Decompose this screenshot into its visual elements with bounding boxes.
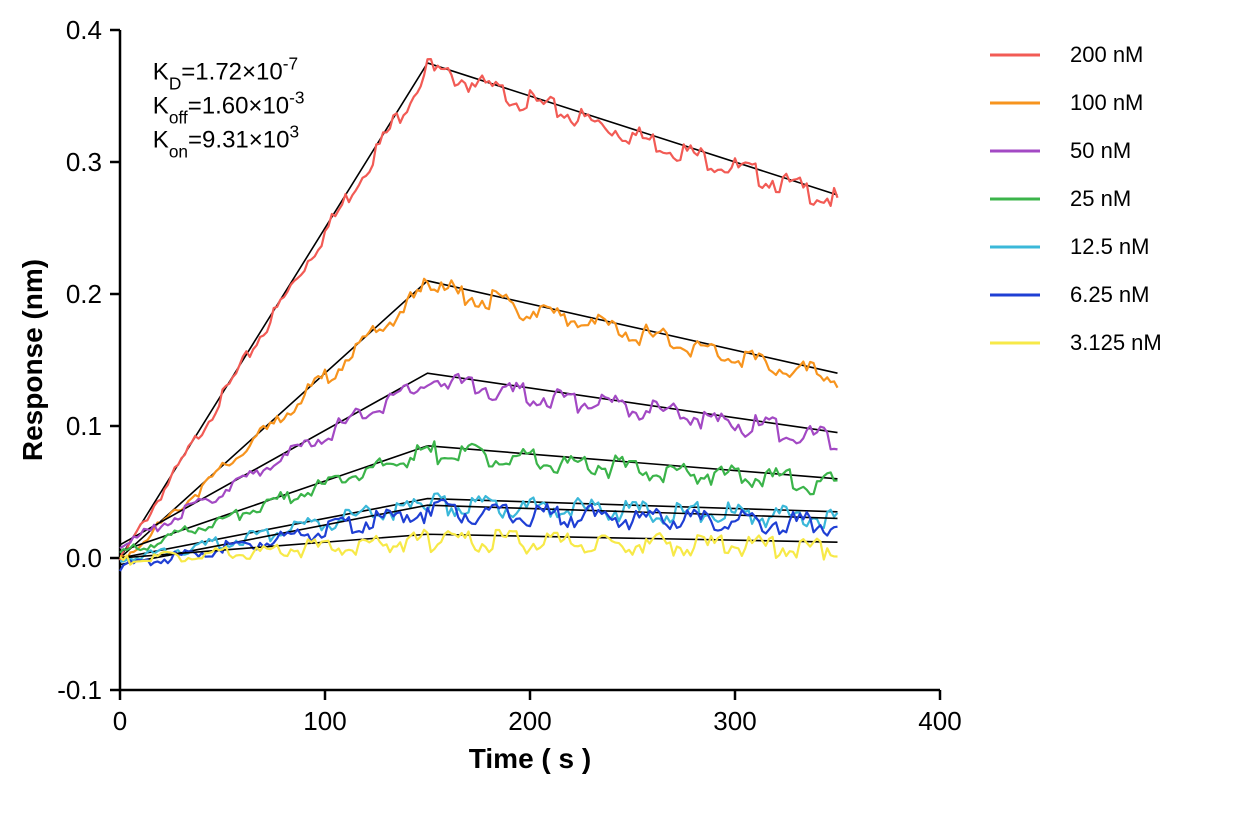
legend-label: 6.25 nM [1070, 282, 1150, 307]
legend-label: 50 nM [1070, 138, 1131, 163]
x-tick-label: 400 [918, 706, 961, 736]
x-tick-label: 200 [508, 706, 551, 736]
chart-container: 0 100 200 300 400 -0.1 0.0 0.1 0.2 0.3 0.4 Time ( s… [0, 0, 1244, 825]
y-tick-label: 0.0 [66, 543, 102, 573]
legend-label: 12.5 nM [1070, 234, 1150, 259]
x-axis-label: Time ( s ) [469, 743, 591, 774]
legend-label: 100 nM [1070, 90, 1143, 115]
y-tick-label: 0.3 [66, 147, 102, 177]
legend-label: 200 nM [1070, 42, 1143, 67]
legend-label: 3.125 nM [1070, 330, 1162, 355]
y-tick-label: -0.1 [57, 675, 102, 705]
x-tick-label: 0 [113, 706, 127, 736]
x-tick-label: 100 [303, 706, 346, 736]
y-axis-label: Response (nm) [17, 259, 48, 461]
y-tick-label: 0.1 [66, 411, 102, 441]
y-tick-label: 0.4 [66, 15, 102, 45]
binding-kinetics-chart: 0 100 200 300 400 -0.1 0.0 0.1 0.2 0.3 0.4 Time ( s… [0, 0, 1244, 825]
y-tick-label: 0.2 [66, 279, 102, 309]
x-tick-label: 300 [713, 706, 756, 736]
legend-label: 25 nM [1070, 186, 1131, 211]
